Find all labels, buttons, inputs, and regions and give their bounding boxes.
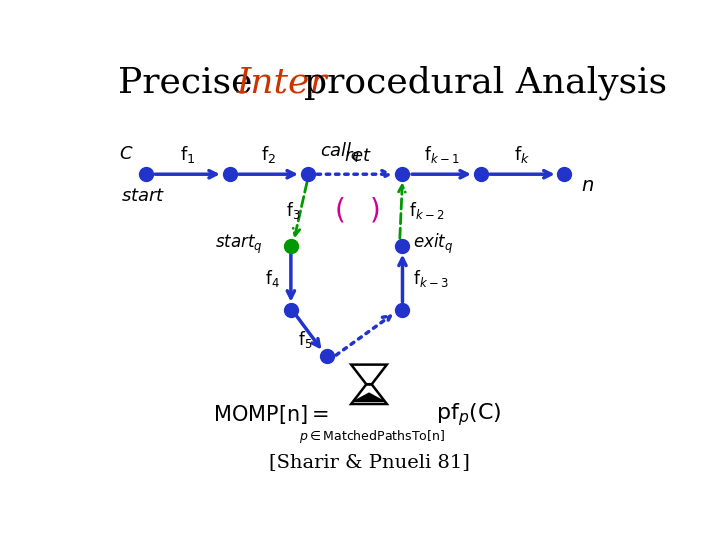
Polygon shape [354, 393, 384, 401]
Text: $\mathrm{MOMP[n]} =$: $\mathrm{MOMP[n]} =$ [213, 403, 329, 427]
Text: $\mathsf{f}_{k-1}$: $\mathsf{f}_{k-1}$ [424, 144, 459, 165]
Text: $\mathsf{f}_2$: $\mathsf{f}_2$ [261, 144, 276, 165]
Text: $\mathrm{pf}_p\mathrm{(C)}$: $\mathrm{pf}_p\mathrm{(C)}$ [436, 402, 502, 428]
Text: procedural Analysis: procedural Analysis [304, 65, 667, 99]
Text: $\mathsf{f}_1$: $\mathsf{f}_1$ [180, 144, 195, 165]
Text: $\mathit{start}$: $\mathit{start}$ [121, 187, 166, 205]
Text: $C$: $C$ [119, 145, 133, 163]
Text: $)$: $)$ [369, 196, 379, 225]
Text: $\mathit{call}_q$: $\mathit{call}_q$ [320, 140, 361, 165]
Text: $\mathsf{f}_5$: $\mathsf{f}_5$ [297, 329, 312, 350]
Text: $\mathsf{f}_{k-2}$: $\mathsf{f}_{k-2}$ [409, 200, 444, 221]
Text: $\mathit{ret}$: $\mathit{ret}$ [344, 146, 372, 165]
Text: $\mathsf{f}_4$: $\mathsf{f}_4$ [265, 268, 280, 289]
Text: [Sharir & Pnueli 81]: [Sharir & Pnueli 81] [269, 453, 469, 471]
Text: $\mathsf{f}_k$: $\mathsf{f}_k$ [514, 144, 531, 165]
Text: $\mathsf{f}_3$: $\mathsf{f}_3$ [287, 200, 301, 221]
Text: $\mathit{exit}_q$: $\mathit{exit}_q$ [413, 232, 453, 256]
Text: $($: $($ [334, 196, 345, 225]
Text: $\mathit{start}_q$: $\mathit{start}_q$ [215, 233, 263, 256]
Text: $p\in\mathrm{MatchedPathsTo[n]}$: $p\in\mathrm{MatchedPathsTo[n]}$ [299, 428, 445, 446]
Text: $n$: $n$ [581, 178, 594, 195]
Text: $\mathsf{f}_{k-3}$: $\mathsf{f}_{k-3}$ [413, 268, 448, 289]
Text: Precise: Precise [118, 65, 264, 99]
Text: Inter: Inter [236, 65, 327, 99]
